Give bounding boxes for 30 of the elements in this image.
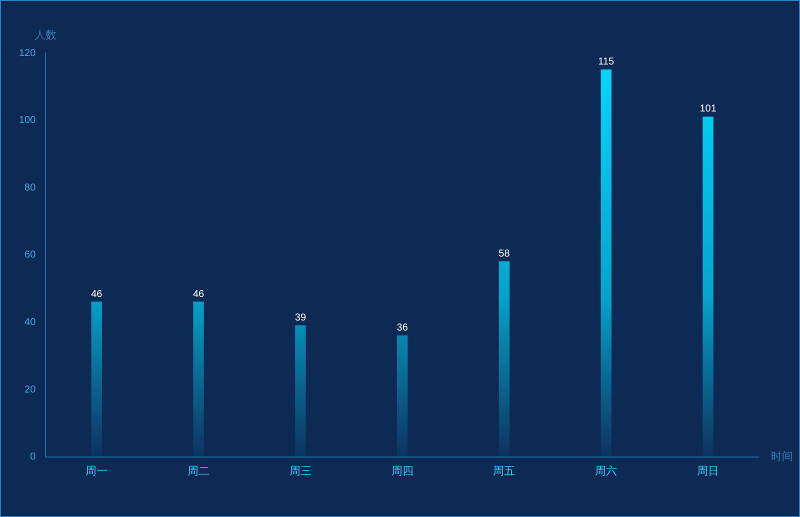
bar (295, 325, 306, 457)
x-axis-title: 时间 (771, 450, 793, 463)
y-tick-label: 120 (18, 48, 36, 59)
x-tick-label: 周一 (86, 465, 108, 478)
y-tick-label: 80 (24, 182, 36, 194)
bar (498, 261, 510, 457)
x-tick-label: 周六 (595, 464, 618, 478)
x-tick-label: 周日 (697, 465, 720, 478)
y-tick-label: 0 (30, 452, 36, 463)
data-label: 39 (294, 312, 306, 324)
data-label: 46 (192, 288, 205, 300)
data-label: 46 (91, 288, 103, 300)
bar (397, 335, 408, 457)
x-tick-label: 周四 (391, 465, 414, 478)
bar (91, 302, 102, 457)
x-tick-label: 周二 (188, 465, 210, 478)
y-tick-label: 40 (24, 316, 36, 328)
bar (193, 302, 204, 457)
y-axis-title: 人数 (34, 30, 57, 42)
bar (702, 116, 714, 457)
y-tick-label: 20 (24, 384, 36, 396)
bar (600, 69, 612, 457)
x-tick-label: 周三 (289, 465, 312, 478)
data-label: 101 (700, 104, 717, 115)
data-label: 58 (498, 248, 510, 260)
x-tick-label: 周五 (493, 465, 516, 478)
y-tick-label: 100 (18, 115, 36, 126)
data-label: 36 (396, 322, 408, 334)
y-tick-label: 60 (24, 250, 36, 261)
data-label: 115 (598, 56, 615, 68)
